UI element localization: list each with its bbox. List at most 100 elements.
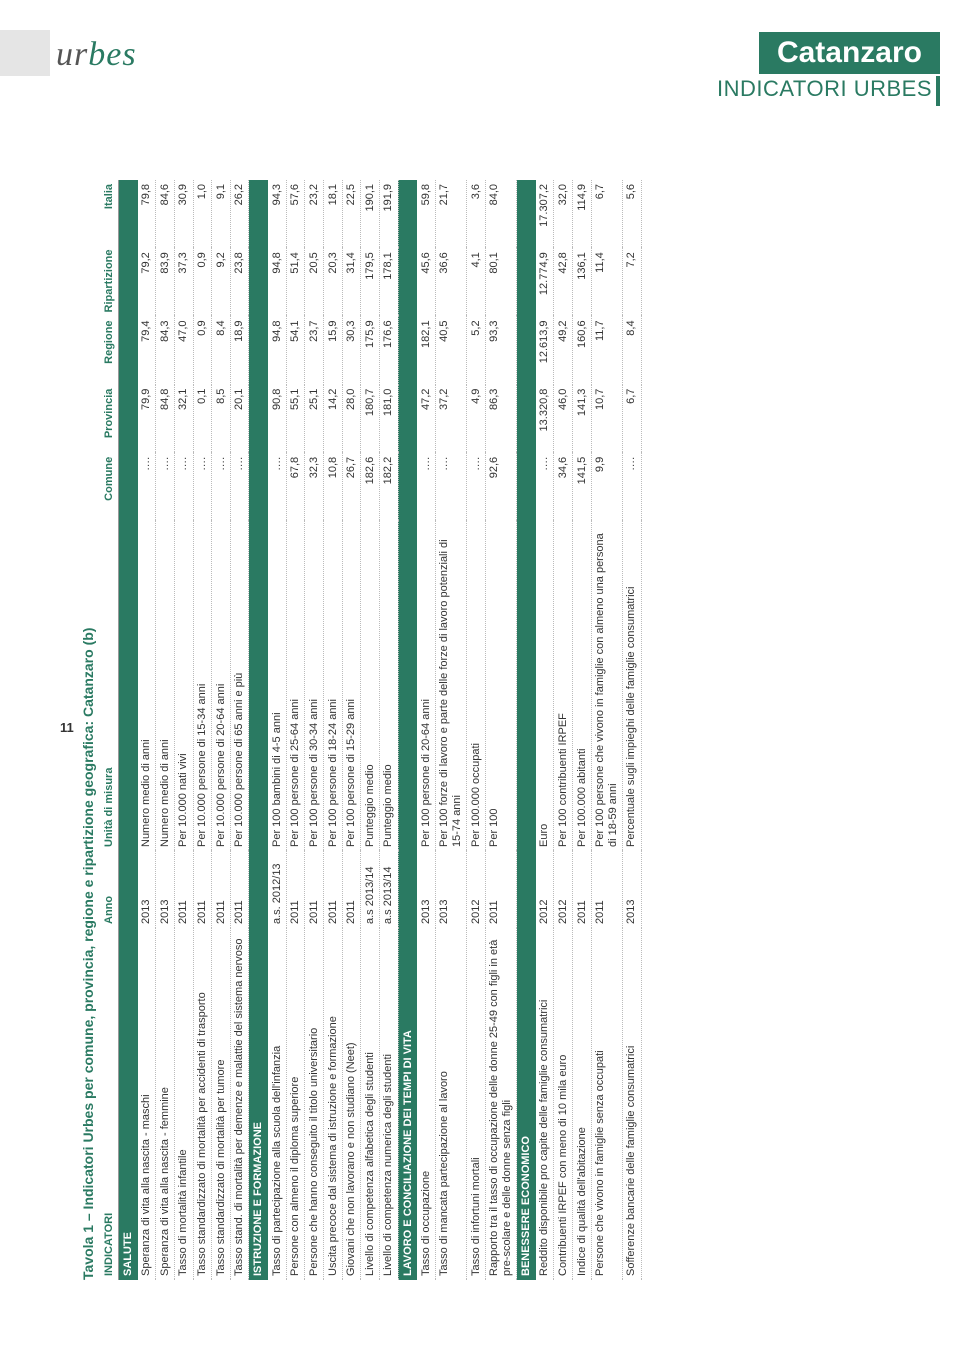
cell-anno: 2013 [622,851,641,928]
cell-value: 136,1 [573,248,592,316]
cell-value: 5,6 [622,180,641,248]
cell-value: 94,3 [268,180,286,248]
cell-anno: a.s. 2012/13 [268,851,286,928]
cell-value: 37,3 [174,248,193,316]
cell-anno: 2013 [138,851,156,928]
cell-value: 94,8 [268,316,286,384]
col-anno: Anno [100,851,119,928]
logo-part-ur: ur [56,36,88,73]
table-row: Giovani che non lavorano e non studiano … [342,180,361,1280]
cell-value: …. [622,453,641,521]
cell-value: 10,7 [591,385,622,453]
cell-value: 12.613,9 [536,316,554,384]
cell-value: 40,5 [435,316,466,384]
cell-indicatore: Speranza di vita alla nascita - femmine [156,928,175,1280]
cell-indicatore: Tasso stand. di mortalità per demenze e … [230,928,249,1280]
table-row: Livello di competenza alfabetica degli s… [361,180,380,1280]
cell-value: …. [268,453,286,521]
cell-value: …. [230,453,249,521]
cell-value: …. [467,453,486,521]
cell-indicatore: Tasso standardizzato di mortalità per tu… [212,928,231,1280]
table-row: Speranza di vita alla nascita - femmine2… [156,180,175,1280]
cell-value: 90,8 [268,385,286,453]
page-number: 11 [60,720,74,735]
cell-indicatore: Tasso di partecipazione alla scuola dell… [268,928,286,1280]
cell-value: 32,3 [305,453,324,521]
header: urbes Catanzaro INDICATORI URBES [0,30,960,100]
cell-value: 92,6 [485,453,516,521]
table-row: Indice di qualità dell'abitazione2011Per… [573,180,592,1280]
cell-value: 79,9 [138,385,156,453]
cell-value: 8,4 [212,316,231,384]
logo-part-bes: bes [88,36,136,73]
cell-indicatore: Sofferenze bancarie delle famiglie consu… [622,928,641,1280]
cell-value: 114,9 [573,180,592,248]
cell-value: 17.307,2 [536,180,554,248]
cell-value: 83,9 [156,248,175,316]
page: urbes Catanzaro INDICATORI URBES 11 Tavo… [0,0,960,1358]
cell-indicatore: Tasso di mortalità infantile [174,928,193,1280]
header-subtitle: INDICATORI URBES [717,76,932,102]
cell-indicatore: Livello di competenza alfabetica degli s… [361,928,380,1280]
cell-value: 6,7 [591,180,622,248]
cell-value: 20,1 [230,385,249,453]
cell-value: 12.774,9 [536,248,554,316]
cell-anno: 2011 [305,851,324,928]
cell-value: 8,5 [212,385,231,453]
city-name: Catanzaro [759,32,940,74]
cell-anno: 2012 [554,851,573,928]
cell-unita: Numero medio di anni [156,521,175,851]
cell-unita: Per 10.000 persone di 65 anni e più [230,521,249,851]
cell-value: 94,8 [268,248,286,316]
cell-value: 178,1 [379,248,398,316]
cell-value: 22,5 [342,180,361,248]
cell-value: 84,6 [156,180,175,248]
col-provincia: Provincia [100,385,119,453]
section-header: ISTRUZIONE E FORMAZIONE [249,180,268,1280]
section-header: BENESSERE ECONOMICO [517,180,536,1280]
cell-value: 47,2 [417,385,435,453]
cell-indicatore: Tasso di infortuni mortali [467,928,486,1280]
cell-anno: 2012 [536,851,554,928]
cell-value: 32,0 [554,180,573,248]
cell-value: 15,9 [324,316,343,384]
table-row: Persone con almeno il diploma superiore2… [286,180,305,1280]
table-row: Uscita precoce dal sistema di istruzione… [324,180,343,1280]
table-row: Tasso stand. di mortalità per demenze e … [230,180,249,1280]
cell-value: 11,4 [591,248,622,316]
cell-value: 84,8 [156,385,175,453]
cell-anno: 2011 [342,851,361,928]
cell-unita: Per 100 persone che vivono in famiglie c… [591,521,622,851]
cell-anno: 2011 [174,851,193,928]
table-row: Persone che hanno conseguito il titolo u… [305,180,324,1280]
col-comune: Comune [100,453,119,521]
cell-unita: Per 10.000 persone di 15-34 anni [193,521,212,851]
cell-value: 32,1 [174,385,193,453]
cell-indicatore: Persone che hanno conseguito il titolo u… [305,928,324,1280]
cell-anno: 2011 [324,851,343,928]
cell-value: 80,1 [485,248,516,316]
cell-value: 49,2 [554,316,573,384]
cell-value: 26,7 [342,453,361,521]
cell-value: 46,0 [554,385,573,453]
cell-value: 11,7 [591,316,622,384]
cell-value: 23,8 [230,248,249,316]
cell-value: …. [193,453,212,521]
cell-value: 182,1 [417,316,435,384]
cell-value: 37,2 [435,385,466,453]
cell-unita: Per 100 bambini di 4-5 anni [268,521,286,851]
cell-value: 34,6 [554,453,573,521]
cell-value: 23,2 [305,180,324,248]
cell-indicatore: Reddito disponibile pro capite delle fam… [536,928,554,1280]
cell-value: 79,2 [138,248,156,316]
col-ripartizione: Ripartizione [100,248,119,316]
section-header: SALUTE [119,180,138,1280]
cell-anno: a.s 2013/14 [379,851,398,928]
cell-value: 26,2 [230,180,249,248]
cell-value: …. [417,453,435,521]
cell-value: …. [435,453,466,521]
cell-value: …. [536,453,554,521]
table-row: Tasso di occupazione2013Per 100 persone … [417,180,435,1280]
cell-anno: 2011 [591,851,622,928]
cell-unita: Punteggio medio [361,521,380,851]
